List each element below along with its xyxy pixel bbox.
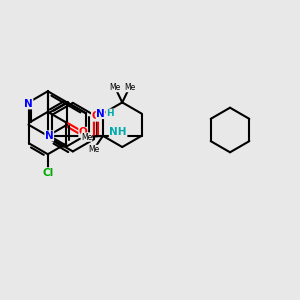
Text: H: H [106, 109, 114, 118]
Text: O: O [92, 111, 100, 121]
Text: Me: Me [110, 83, 121, 92]
Text: N: N [96, 109, 105, 118]
Text: Cl: Cl [42, 168, 53, 178]
Text: Me: Me [124, 83, 135, 92]
Text: N: N [24, 99, 33, 109]
Text: N: N [45, 131, 54, 141]
Text: NH: NH [110, 128, 127, 137]
Text: Me: Me [81, 133, 92, 142]
Text: O: O [79, 127, 88, 137]
Text: Me: Me [88, 145, 99, 154]
